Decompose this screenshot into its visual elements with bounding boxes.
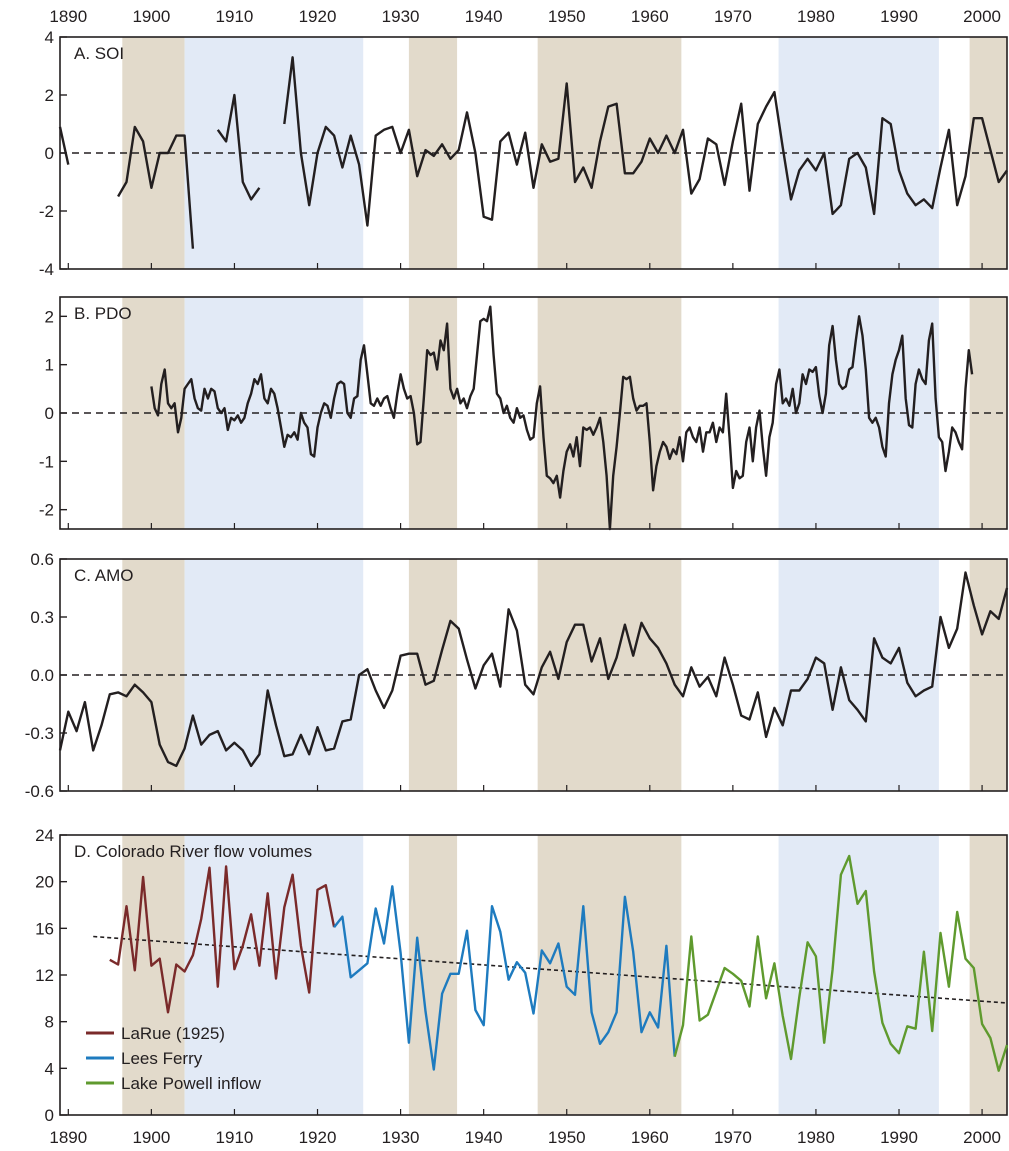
bottom-year-label: 1950 <box>548 1128 586 1147</box>
series-line-1-0 <box>150 305 974 531</box>
series-line-2-0 <box>58 571 1009 768</box>
y-tick-label: 8 <box>45 1013 54 1032</box>
y-tick-label: 16 <box>35 919 54 938</box>
y-tick-label: 12 <box>35 966 54 985</box>
y-tick-label: 0 <box>45 404 54 423</box>
blue-period-band <box>184 559 364 791</box>
y-tick-label: 0 <box>45 1106 54 1125</box>
bottom-year-label: 1940 <box>465 1128 503 1147</box>
trend-line <box>93 935 1008 1004</box>
y-tick-label: 4 <box>45 1059 54 1078</box>
bottom-year-label: 1980 <box>797 1128 835 1147</box>
bottom-year-label: 1900 <box>132 1128 170 1147</box>
y-tick-label: 0 <box>45 144 54 163</box>
legend: LaRue (1925) Lees Ferry Lake Powell inflow <box>86 1024 262 1093</box>
series-line-0-0 <box>58 126 70 165</box>
top-year-label: 1940 <box>465 7 503 26</box>
y-tick-label: 2 <box>45 307 54 326</box>
top-year-label: 1910 <box>216 7 254 26</box>
top-year-label: 1960 <box>631 7 669 26</box>
series-line-larue-1925 <box>109 865 336 1014</box>
y-tick-label: -2 <box>39 501 54 520</box>
series-line-lees-ferry <box>333 885 676 1071</box>
tan-period-band <box>122 559 185 791</box>
panel-title: A. SOI <box>74 44 124 63</box>
bottom-year-label: 1930 <box>382 1128 420 1147</box>
bottom-year-label: 1910 <box>216 1128 254 1147</box>
panel-d: 24 20 16 12 8 4 0 D. Colorado River flow volume… <box>35 826 1009 1125</box>
legend-label: Lake Powell inflow <box>121 1074 262 1093</box>
top-year-label: 1890 <box>49 7 87 26</box>
y-tick-label: 1 <box>45 356 54 375</box>
panel-a: 4 2 0 -2 -4 A. SOI <box>39 28 1008 279</box>
blue-period-band <box>778 835 939 1115</box>
panel-c: 0.6 0.3 0.0 -0.3 -0.6 C. AMO <box>25 550 1009 801</box>
y-tick-label: -2 <box>39 202 54 221</box>
panel-b: 2 1 0 -1 -2 B. PDO <box>39 296 1008 531</box>
series-line-lake-powell-inflow <box>673 854 1009 1072</box>
bottom-year-label: 1890 <box>49 1128 87 1147</box>
y-tick-label: 0.3 <box>30 608 54 627</box>
bottom-year-label: 2000 <box>963 1128 1001 1147</box>
blue-period-band <box>184 297 364 529</box>
bottom-year-label: 1990 <box>880 1128 918 1147</box>
y-tick-label: 4 <box>45 28 54 47</box>
y-tick-label: -1 <box>39 452 54 471</box>
y-tick-label: -0.6 <box>25 782 54 801</box>
y-tick-label: 2 <box>45 86 54 105</box>
legend-label: LaRue (1925) <box>121 1024 225 1043</box>
top-year-label: 1990 <box>880 7 918 26</box>
series-line-0-2 <box>216 93 261 201</box>
tan-period-band <box>537 835 682 1115</box>
top-year-label: 1950 <box>548 7 586 26</box>
panel-title: B. PDO <box>74 304 132 323</box>
top-year-label: 1920 <box>299 7 337 26</box>
y-tick-label: -0.3 <box>25 724 54 743</box>
blue-period-band <box>184 835 364 1115</box>
top-year-label: 1970 <box>714 7 752 26</box>
y-tick-label: 24 <box>35 826 54 845</box>
series-line-0-1 <box>117 125 195 249</box>
y-tick-label: -4 <box>39 260 54 279</box>
top-year-label: 1980 <box>797 7 835 26</box>
bottom-year-label: 1960 <box>631 1128 669 1147</box>
top-year-label: 2000 <box>963 7 1001 26</box>
blue-period-band <box>184 37 364 269</box>
y-tick-label: 0.6 <box>30 550 54 569</box>
top-year-label: 1900 <box>132 7 170 26</box>
bottom-year-label: 1920 <box>299 1128 337 1147</box>
y-tick-label: 0.0 <box>30 666 54 685</box>
legend-label: Lees Ferry <box>121 1049 203 1068</box>
y-tick-label: 20 <box>35 873 54 892</box>
bottom-year-label: 1970 <box>714 1128 752 1147</box>
series-line-0-3 <box>283 56 1008 227</box>
panel-title: D. Colorado River flow volumes <box>74 842 312 861</box>
top-year-label: 1930 <box>382 7 420 26</box>
panel-title: C. AMO <box>74 566 134 585</box>
